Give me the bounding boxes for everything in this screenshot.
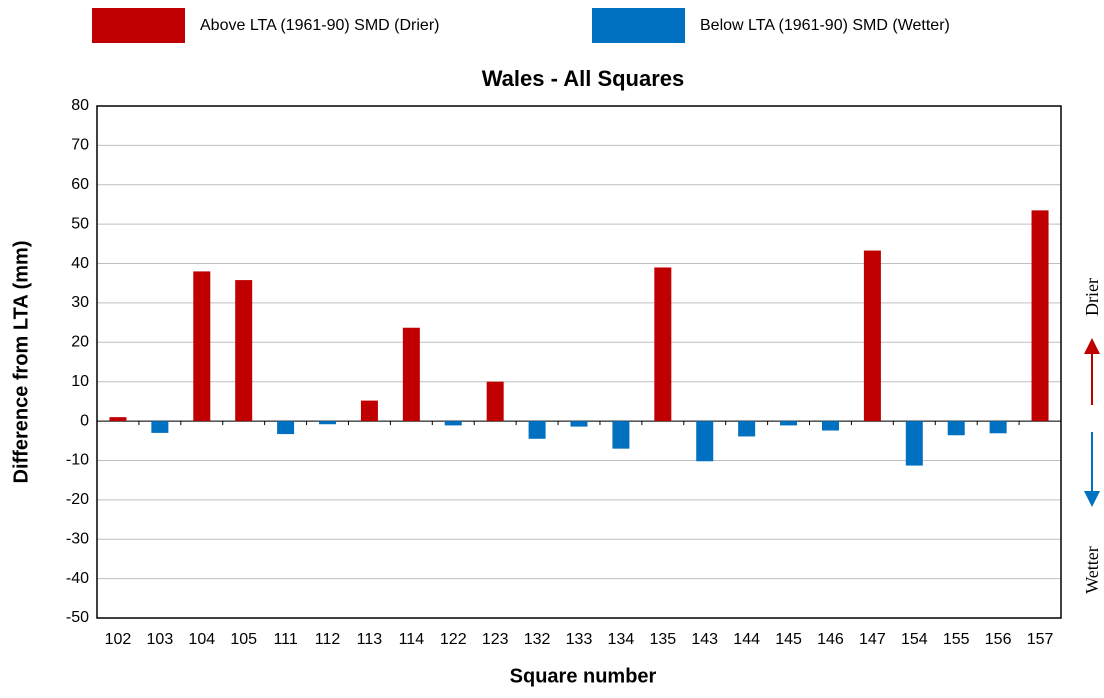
x-tick-label: 103: [147, 631, 174, 648]
x-tick-label: 104: [188, 631, 215, 648]
bar: [528, 421, 546, 439]
x-tick-label: 145: [775, 631, 802, 648]
x-tick-label: 146: [817, 631, 844, 648]
bar: [863, 250, 881, 422]
x-tick-label: 102: [105, 631, 132, 648]
y-tick-label: 70: [71, 137, 89, 154]
y-tick-label: -40: [66, 570, 89, 587]
x-tick-label: 111: [273, 631, 297, 648]
x-tick-label: 112: [315, 631, 341, 648]
y-tick-label: 80: [71, 97, 89, 114]
bar: [989, 421, 1007, 434]
bar: [402, 327, 420, 422]
x-tick-label: 154: [901, 631, 928, 648]
bar: [821, 421, 839, 431]
y-tick-label: -30: [66, 530, 89, 547]
y-tick-label: 40: [71, 255, 89, 272]
legend-label: Below LTA (1961-90) SMD (Wetter): [700, 17, 950, 34]
y-tick-label: 20: [71, 334, 89, 351]
x-tick-label: 113: [357, 631, 383, 648]
legend-swatch: [592, 8, 685, 43]
bar: [738, 421, 756, 437]
annotation: Drier: [1082, 278, 1102, 316]
y-tick-label: 10: [71, 373, 89, 390]
legend-swatch: [92, 8, 185, 43]
chart-title: Wales - All Squares: [482, 66, 685, 91]
x-tick-label: 156: [985, 631, 1012, 648]
y-tick-label: 0: [80, 412, 89, 429]
bar: [151, 421, 169, 433]
bar: [1031, 210, 1049, 422]
bar: [319, 421, 337, 425]
y-tick-label: 30: [71, 294, 89, 311]
bar: [654, 267, 672, 422]
bar: [570, 421, 588, 427]
bar: [109, 417, 127, 422]
x-tick-label: 114: [399, 631, 425, 648]
x-tick-label: 122: [440, 631, 467, 648]
x-tick-label: 143: [691, 631, 718, 648]
x-tick-label: 147: [859, 631, 886, 648]
y-tick-label: 60: [71, 176, 89, 193]
bar: [905, 421, 923, 466]
x-tick-label: 155: [943, 631, 970, 648]
legend-label: Above LTA (1961-90) SMD (Drier): [200, 17, 439, 34]
bar: [277, 421, 295, 435]
y-tick-label: -50: [66, 609, 89, 626]
x-tick-label: 133: [566, 631, 593, 648]
bar: [444, 421, 462, 426]
x-tick-label: 144: [733, 631, 760, 648]
x-tick-label: 135: [649, 631, 676, 648]
bar: [780, 421, 798, 426]
bar: [360, 400, 378, 422]
x-axis-label: Square number: [510, 665, 657, 687]
y-tick-label: 50: [71, 215, 89, 232]
bar: [486, 381, 504, 422]
bar: [947, 421, 965, 436]
x-tick-label: 105: [230, 631, 257, 648]
x-tick-label: 123: [482, 631, 509, 648]
y-tick-label: -10: [66, 452, 89, 469]
x-tick-label: 134: [608, 631, 635, 648]
bar: [235, 280, 253, 422]
y-axis-label: Difference from LTA (mm): [10, 241, 32, 484]
bar: [193, 271, 211, 422]
bar: [696, 421, 714, 462]
x-tick-label: 157: [1027, 631, 1054, 648]
x-tick-label: 132: [524, 631, 551, 648]
annotation: Wetter: [1082, 546, 1102, 594]
bar: [612, 421, 630, 449]
y-tick-label: -20: [66, 491, 89, 508]
plot-border: [96, 105, 1062, 619]
